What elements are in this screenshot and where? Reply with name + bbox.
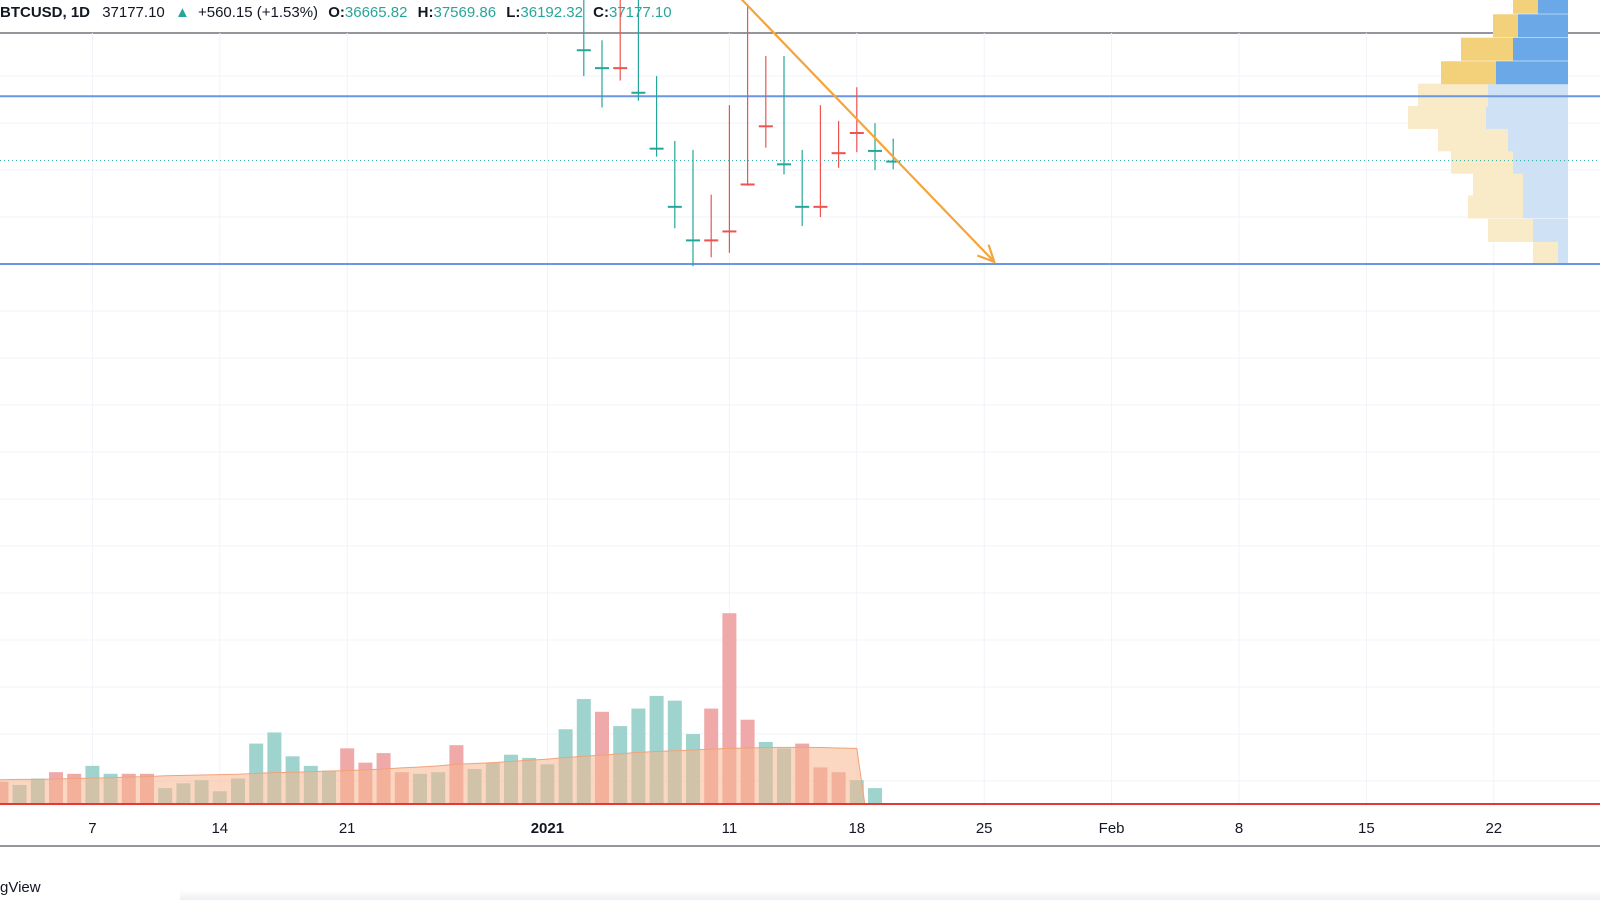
volume-bar — [868, 788, 882, 804]
time-axis-tick-label: 22 — [1485, 820, 1502, 837]
volume-profile-down-bar — [1558, 241, 1568, 265]
symbol-label[interactable]: BTCUSD, 1D — [0, 4, 91, 21]
candle-up — [576, 49, 591, 52]
time-axis-tick-label: 14 — [211, 820, 228, 837]
volume-moving-average — [0, 746, 866, 805]
candle-down — [740, 183, 755, 186]
candle-up — [886, 160, 901, 163]
candle-down — [613, 67, 628, 70]
price-change: +560.15 (+1.53%) — [197, 4, 319, 21]
open-value: 36665.82 — [344, 4, 408, 21]
time-axis: 7 14 21 2021 11 18 25 Feb 8 15 22 — [88, 820, 1502, 837]
triangle-up-icon: ▲ — [174, 4, 190, 21]
volume-ma-area — [0, 746, 866, 805]
candle-down — [849, 132, 864, 135]
candle-up — [595, 67, 609, 70]
close-value: 37177.10 — [608, 4, 672, 21]
high-value: 37569.86 — [433, 4, 497, 21]
volume-profile-down-bar — [1533, 218, 1568, 242]
footer-shadow — [180, 890, 1600, 900]
candle-up — [631, 91, 646, 94]
last-price: 37177.10 — [102, 4, 165, 21]
low-value: 36192.32 — [520, 4, 583, 21]
volume-profile-up-bar — [1513, 0, 1538, 14]
volume-profile-up-bar — [1441, 61, 1496, 85]
candle-down — [704, 239, 719, 242]
time-axis-tick-label: Feb — [1099, 820, 1125, 837]
volume-profile-up-bar — [1468, 195, 1523, 219]
volume-profile-down-bar — [1513, 37, 1568, 61]
trend-arrow-drawing — [740, 0, 996, 264]
time-axis-tick-label: 21 — [339, 820, 356, 837]
volume-profile-up-bar — [1408, 105, 1486, 129]
volume-profile-down-bar — [1496, 61, 1568, 85]
time-axis-tick-label: 25 — [976, 820, 993, 837]
price-chart[interactable]: 7 14 21 2021 11 18 25 Feb 8 15 22 — [0, 0, 1600, 876]
volume-profile-down-bar — [1523, 195, 1568, 219]
candle-down — [722, 230, 737, 233]
candlesticks — [576, 0, 901, 267]
volume-profile-up-bar — [1418, 83, 1488, 107]
volume-profile-down-bar — [1486, 105, 1568, 129]
candle-up — [649, 147, 664, 150]
volume-profile-up-bar — [1451, 150, 1513, 174]
time-axis-tick-label: 8 — [1235, 820, 1243, 837]
chart-header: BTCUSD, 1D 37177.10 ▲ +560.15 (+1.53%) O… — [0, 4, 672, 26]
candle-up — [667, 205, 682, 208]
trend-arrow-head — [976, 244, 996, 264]
time-axis-tick-label: 11 — [722, 820, 738, 837]
volume-profile-down-bar — [1518, 14, 1568, 38]
trend-arrow-line — [740, 0, 995, 263]
candle-up — [795, 205, 810, 208]
candle-up — [777, 163, 791, 166]
volume-profile-down-bar — [1523, 173, 1568, 197]
time-axis-tick-label: 15 — [1358, 820, 1375, 837]
candle-up — [686, 239, 700, 242]
volume-profile — [1408, 0, 1568, 265]
volume-profile-up-bar — [1493, 14, 1518, 38]
volume-profile-up-bar — [1533, 241, 1558, 265]
high-label: H: — [417, 4, 434, 21]
volume-profile-down-bar — [1508, 128, 1568, 152]
time-axis-tick-label: 2021 — [531, 820, 564, 837]
volume-profile-down-bar — [1488, 83, 1568, 107]
candle-down — [831, 152, 846, 155]
chart-footer: gView — [0, 876, 1600, 900]
low-label: L: — [506, 4, 521, 21]
volume-profile-up-bar — [1473, 173, 1523, 197]
chart-grid — [0, 32, 1600, 847]
volume-profile-up-bar — [1461, 37, 1513, 61]
time-axis-tick-label: 7 — [88, 820, 96, 837]
time-axis-tick-label: 18 — [848, 820, 865, 837]
close-label: C: — [593, 4, 609, 21]
candle-down — [813, 205, 828, 208]
candle-up — [868, 149, 882, 152]
volume-profile-up-bar — [1488, 218, 1533, 242]
horizontal-levels — [0, 95, 1600, 805]
volume-profile-up-bar — [1438, 128, 1508, 152]
open-label: O: — [328, 4, 345, 21]
candle-down — [758, 125, 773, 128]
volume-profile-down-bar — [1538, 0, 1568, 14]
brand-watermark: gView — [0, 879, 41, 896]
volume-profile-down-bar — [1513, 150, 1568, 174]
